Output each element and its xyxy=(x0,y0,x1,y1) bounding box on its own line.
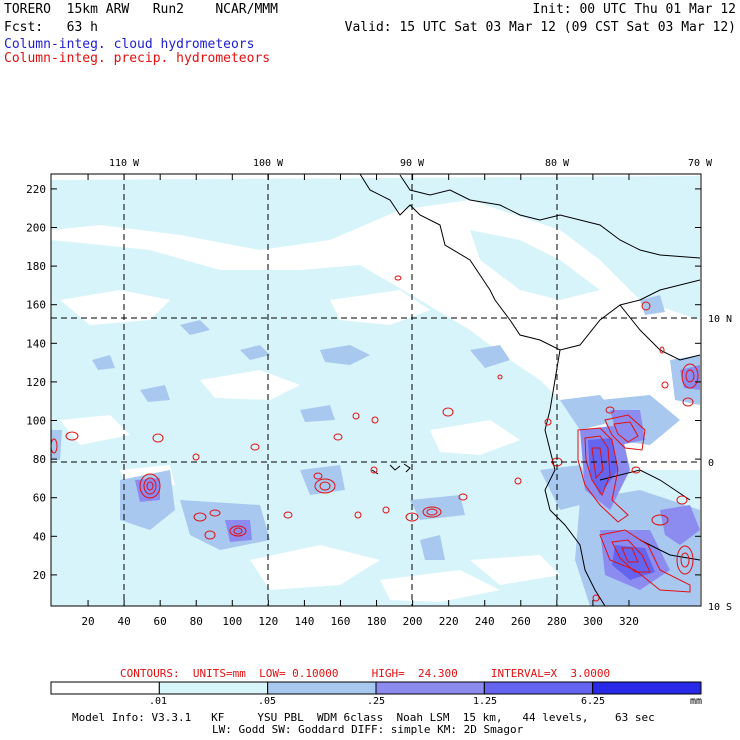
x-tick-label: 140 xyxy=(294,615,314,628)
x-tick-label: 260 xyxy=(511,615,531,628)
colorbar-swatch xyxy=(592,681,702,695)
contour-info: CONTOURS: UNITS=mm LOW= 0.10000 HIGH= 24… xyxy=(120,667,611,680)
y-tick-label: 160 xyxy=(26,299,46,312)
y-tick-label: 180 xyxy=(26,260,46,273)
x-tick-label: 320 xyxy=(619,615,639,628)
y-tick-label: 220 xyxy=(26,183,46,196)
header-forecast-hour: Fcst: 63 h xyxy=(4,20,98,35)
colorbar-swatch xyxy=(375,681,485,695)
x-tick-label: 40 xyxy=(117,615,130,628)
precip-contours xyxy=(51,275,699,602)
colorbar-label: .01 xyxy=(148,696,168,707)
colorbar-unit: mm xyxy=(689,696,703,707)
lon-label: 90 W xyxy=(400,158,425,169)
lon-label: 100 W xyxy=(253,158,284,169)
x-axis: 20 40 60 80 100 120 140 160 180 200 220 240 260 280 30… xyxy=(81,174,639,628)
x-tick-label: 20 xyxy=(81,615,94,628)
colorbar-label: 1.25 xyxy=(472,696,498,707)
coastlines xyxy=(359,174,701,606)
colorbar-swatch xyxy=(483,681,594,695)
lat-label: 10 S xyxy=(708,602,732,613)
x-tick-label: 220 xyxy=(439,615,459,628)
y-tick-label: 140 xyxy=(26,337,46,350)
header-valid-time: Valid: 15 UTC Sat 03 Mar 12 (09 CST Sat … xyxy=(344,20,736,35)
colorbar-swatch xyxy=(50,681,160,695)
colorbar-swatch xyxy=(158,681,269,695)
x-tick-label: 240 xyxy=(475,615,495,628)
y-tick-label: 120 xyxy=(26,376,46,389)
y-tick-label: 20 xyxy=(33,569,46,582)
y-tick-label: 40 xyxy=(33,530,46,543)
x-tick-label: 280 xyxy=(547,615,567,628)
legend-precip-hydrometeors: Column-integ. precip. hydrometeors xyxy=(4,51,271,66)
colorbar xyxy=(50,681,702,695)
x-tick-label: 180 xyxy=(367,615,387,628)
lat-label: 10 N xyxy=(708,314,732,325)
lon-label: 110 W xyxy=(109,158,140,169)
footer-model-info: Model Info: V3.3.1 KF YSU PBL WDM 6class… xyxy=(72,711,655,724)
colorbar-label: .25 xyxy=(366,696,386,707)
legend-cloud-hydrometeors: Column-integ. cloud hydrometeors xyxy=(4,37,255,52)
colorbar-swatch xyxy=(267,681,377,695)
map-frame xyxy=(50,173,702,607)
x-tick-label: 80 xyxy=(190,615,203,628)
x-tick-label: 60 xyxy=(154,615,167,628)
y-tick-label: 60 xyxy=(33,492,46,505)
y-tick-label: 80 xyxy=(33,453,46,466)
header-init-time: Init: 00 UTC Thu 01 Mar 12 xyxy=(532,2,737,17)
x-tick-label: 160 xyxy=(331,615,351,628)
graticule xyxy=(51,174,701,606)
x-tick-label: 300 xyxy=(583,615,603,628)
colorbar-label: 6.25 xyxy=(580,696,606,707)
x-tick-label: 200 xyxy=(403,615,423,628)
x-tick-label: 120 xyxy=(258,615,278,628)
y-tick-label: 200 xyxy=(26,222,46,235)
lat-label: 0 xyxy=(708,458,714,469)
y-tick-label: 100 xyxy=(26,415,46,428)
lon-label: 80 W xyxy=(545,158,570,169)
header-model-title: TORERO 15km ARW Run2 NCAR/MMM xyxy=(4,2,278,17)
x-tick-label: 100 xyxy=(222,615,242,628)
lon-label: 70 W xyxy=(688,158,713,169)
footer-physics-info: LW: Godd SW: Goddard DIFF: simple KM: 2D… xyxy=(212,723,524,736)
colorbar-label: .05 xyxy=(257,696,277,707)
y-axis: 20 40 60 80 100 120 140 160 180 200 220 xyxy=(26,183,701,582)
